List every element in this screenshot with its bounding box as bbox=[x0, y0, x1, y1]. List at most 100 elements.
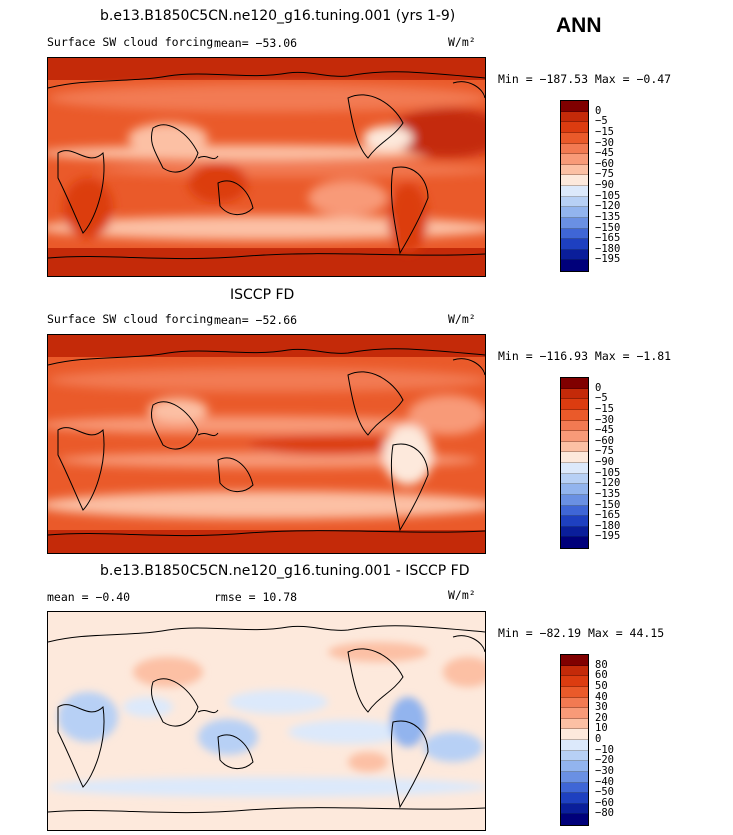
colorbar-segment bbox=[561, 431, 588, 442]
colorbar-segment bbox=[561, 708, 588, 719]
colorbar-segment bbox=[561, 388, 588, 400]
colorbar-tick-label: −40 bbox=[595, 775, 614, 788]
panel-1-units: W/m² bbox=[448, 35, 476, 49]
colorbar-tick-label: −15 bbox=[595, 125, 614, 138]
colorbar-segment bbox=[561, 420, 588, 432]
colorbar-tick-label: −45 bbox=[595, 424, 614, 437]
colorbar-tick-label: −75 bbox=[595, 168, 614, 181]
panel-1-subtitle: Surface SW cloud forcing bbox=[47, 35, 214, 49]
colorbar-tick-label: −165 bbox=[595, 509, 621, 522]
colorbar-tick-label: −180 bbox=[595, 519, 621, 532]
colorbar-segment bbox=[561, 186, 588, 197]
colorbar-tick-label: −60 bbox=[595, 434, 614, 447]
panel-3-map bbox=[47, 611, 486, 831]
panel-3-title: b.e13.B1850C5CN.ne120_g16.tuning.001 - I… bbox=[100, 563, 470, 579]
colorbar-segment bbox=[561, 516, 588, 527]
colorbar-segment bbox=[561, 803, 588, 815]
panel-2-title: ISCCP FD bbox=[230, 287, 295, 303]
panel-2-units: W/m² bbox=[448, 312, 476, 326]
colorbar-tick-label: −60 bbox=[595, 157, 614, 170]
colorbar-segment bbox=[561, 228, 588, 240]
colorbar-tick-label: −120 bbox=[595, 477, 621, 490]
colorbar-segment bbox=[561, 665, 588, 677]
colorbar-tick-label: −45 bbox=[595, 147, 614, 160]
colorbar-tick-label: −10 bbox=[595, 743, 614, 756]
colorbar-tick-label: −5 bbox=[595, 115, 608, 128]
colorbar-tick-label: −50 bbox=[595, 786, 614, 799]
colorbar-segment bbox=[561, 441, 588, 453]
colorbar-segment bbox=[561, 463, 588, 474]
colorbar-tick-label: −105 bbox=[595, 466, 621, 479]
panel-2-mean: mean= −52.66 bbox=[214, 313, 298, 327]
colorbar-tick-label: −5 bbox=[595, 392, 608, 405]
colorbar-segment bbox=[561, 473, 588, 485]
colorbar-tick-label: 80 bbox=[595, 658, 608, 671]
colorbar-tick-label: −30 bbox=[595, 764, 614, 777]
panel-3-mean: mean = −0.40 bbox=[47, 590, 131, 604]
colorbar-segment bbox=[561, 239, 588, 250]
colorbar-segment bbox=[561, 814, 588, 825]
colorbar-segment bbox=[561, 154, 588, 165]
colorbar-tick-label: 0 bbox=[595, 381, 602, 394]
panel-1-minmax: Min = −187.53 Max = −0.47 bbox=[498, 72, 672, 86]
colorbar-tick-label: −135 bbox=[595, 487, 621, 500]
colorbar-segment bbox=[561, 484, 588, 495]
colorbar-segment bbox=[561, 697, 588, 709]
panel-1-mean: mean= −53.06 bbox=[214, 36, 298, 50]
colorbar-segment bbox=[561, 782, 588, 794]
panel-2-minmax: Min = −116.93 Max = −1.81 bbox=[498, 349, 672, 363]
colorbar-segment bbox=[561, 196, 588, 208]
colorbar-tick-label: 20 bbox=[595, 711, 608, 724]
colorbar-tick-label: 10 bbox=[595, 722, 608, 735]
colorbar-tick-label: −165 bbox=[595, 232, 621, 245]
colorbar-segment bbox=[561, 132, 588, 144]
panel-2-map bbox=[47, 334, 486, 554]
colorbar-segment bbox=[561, 686, 588, 698]
colorbar-segment bbox=[561, 101, 588, 112]
colorbar-tick-label: −90 bbox=[595, 456, 614, 468]
panel-3-minmax: Min = −82.19 Max = 44.15 bbox=[498, 626, 665, 640]
colorbar-tick-label: −195 bbox=[595, 530, 621, 543]
colorbar-segment bbox=[561, 761, 588, 772]
panel-2-colorbar bbox=[560, 377, 589, 549]
colorbar-segment bbox=[561, 793, 588, 804]
colorbar-segment bbox=[561, 526, 588, 538]
colorbar-tick-label: 40 bbox=[595, 690, 608, 703]
colorbar-tick-label: −105 bbox=[595, 189, 621, 202]
panel-1-title: b.e13.B1850C5CN.ne120_g16.tuning.001 (yr… bbox=[100, 8, 456, 24]
colorbar-segment bbox=[561, 750, 588, 762]
colorbar-tick-label: −15 bbox=[595, 402, 614, 415]
colorbar-segment bbox=[561, 399, 588, 410]
colorbar-segment bbox=[561, 260, 588, 271]
panel-3-colorbar bbox=[560, 654, 589, 826]
colorbar-tick-label: −150 bbox=[595, 221, 621, 234]
colorbar-tick-label: 60 bbox=[595, 669, 608, 682]
colorbar-segment bbox=[561, 494, 588, 506]
colorbar-tick-label: −80 bbox=[595, 807, 614, 820]
colorbar-tick-label: 30 bbox=[595, 701, 608, 714]
panel-1-colorbar bbox=[560, 100, 589, 272]
colorbar-tick-label: −30 bbox=[595, 136, 614, 149]
panel-2-subtitle: Surface SW cloud forcing bbox=[47, 312, 214, 326]
colorbar-segment bbox=[561, 655, 588, 666]
colorbar-segment bbox=[561, 740, 588, 751]
colorbar-tick-label: 0 bbox=[595, 104, 602, 117]
colorbar-segment bbox=[561, 537, 588, 548]
colorbar-segment bbox=[561, 409, 588, 421]
panel-3-rmse: rmse = 10.78 bbox=[214, 590, 298, 604]
colorbar-tick-label: 0 bbox=[595, 733, 602, 745]
colorbar-tick-label: −20 bbox=[595, 754, 614, 767]
colorbar-tick-label: −75 bbox=[595, 445, 614, 458]
colorbar-segment bbox=[561, 505, 588, 517]
colorbar-segment bbox=[561, 111, 588, 123]
colorbar-tick-label: −180 bbox=[595, 242, 621, 255]
panel-3-units: W/m² bbox=[448, 588, 476, 602]
colorbar-segment bbox=[561, 143, 588, 155]
colorbar-tick-label: −150 bbox=[595, 498, 621, 511]
colorbar-segment bbox=[561, 217, 588, 229]
colorbar-segment bbox=[561, 249, 588, 261]
colorbar-tick-label: −135 bbox=[595, 210, 621, 223]
colorbar-tick-label: −60 bbox=[595, 796, 614, 809]
colorbar-segment bbox=[561, 164, 588, 176]
panel-1-map bbox=[47, 57, 486, 277]
